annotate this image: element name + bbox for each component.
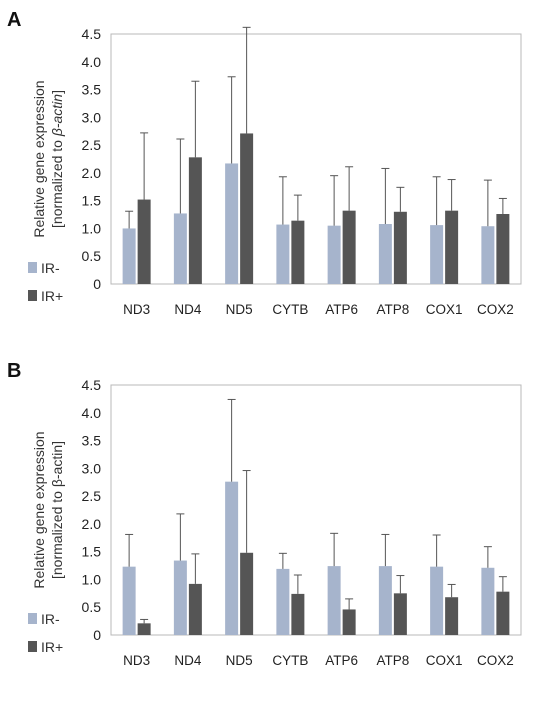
chart-b-legend-swatch-ir-minus	[28, 613, 37, 624]
chart-b-y-tick-label: 4.5	[82, 377, 102, 393]
chart-b-bar-ir-minus-nd3	[122, 566, 136, 635]
chart-a-bar-ir-minus-cytb	[276, 224, 290, 284]
chart-b-bar-ir-plus-cox2	[496, 591, 510, 635]
chart-b-category-label-atp6: ATP6	[325, 653, 358, 668]
chart-b-bar-ir-plus-cox1	[445, 597, 459, 635]
chart-a-bar-ir-minus-cox1	[430, 225, 444, 284]
chart-a-bar-ir-minus-atp6	[327, 225, 341, 284]
chart-b-y-tick-label: 3.0	[82, 460, 102, 476]
chart-b-y-tick-label: 2.0	[82, 516, 102, 532]
chart-b-y-tick-label: 0	[93, 627, 101, 643]
chart-b-category-label-cox1: COX1	[426, 653, 463, 668]
chart-a-category-label-nd5: ND5	[226, 302, 253, 317]
chart-b-bar-ir-plus-atp6	[342, 609, 356, 635]
chart-a-legend-swatch-ir-plus	[28, 290, 37, 301]
chart-a-y-tick-label: 0	[93, 276, 101, 292]
chart-b-plot-frame	[110, 384, 522, 636]
chart-b-y-tick-label: 3.5	[82, 433, 102, 449]
chart-b-category-label-nd4: ND4	[174, 653, 201, 668]
chart-a-bar-ir-plus-cox2	[496, 214, 510, 284]
chart-b-bar-ir-minus-cox1	[430, 566, 444, 635]
chart-a-y-tick-label: 1.0	[82, 220, 102, 236]
chart-b-legend-label-ir-plus: IR+	[41, 639, 63, 655]
chart-b-y-axis-label-line1: Relative gene expression	[31, 431, 47, 588]
chart-b-bar-ir-plus-nd5	[240, 552, 254, 635]
chart-a-svg: A 0 0.5 1.0 1.5 2.0 2.5 3.0 3.5 4.0 4.5 Relative ge…	[7, 9, 522, 317]
chart-a-y-axis-label-line2: [normalized to β-actin]	[49, 90, 65, 228]
chart-a-y-tick-label: 4.5	[82, 26, 102, 42]
chart-a-category-label-atp8: ATP8	[376, 302, 409, 317]
chart-a-y-tick-label: 0.5	[82, 248, 102, 264]
chart-a-legend-label-ir-minus: IR-	[41, 260, 60, 276]
chart-b-bar-ir-minus-atp6	[327, 566, 341, 635]
chart-b-legend-label-ir-minus: IR-	[41, 611, 60, 627]
chart-a-y-tick-label: 4.0	[82, 54, 102, 70]
chart-b-bar-ir-minus-atp8	[378, 566, 392, 635]
chart-b-bar-ir-minus-nd4	[173, 560, 187, 635]
chart-panel-b: B 0 0.5 1.0 1.5 2.0 2.5 3.0 3.5 4.0 4.5 Relative ge…	[0, 351, 550, 702]
chart-a-y-tick-label: 3.5	[82, 82, 102, 98]
chart-b-y-axis-label-line2: [normalized to β-actin]	[49, 441, 65, 579]
chart-a-bar-ir-minus-nd5	[225, 163, 239, 284]
chart-b-panel-label: B	[7, 360, 21, 382]
chart-a-y-axis-label-line1: Relative gene expression	[31, 80, 47, 237]
chart-a-bar-ir-minus-atp8	[378, 224, 392, 284]
chart-b-category-label-atp8: ATP8	[376, 653, 409, 668]
chart-a-bar-ir-plus-atp8	[393, 211, 407, 284]
chart-b-y-tick-label: 2.5	[82, 488, 102, 504]
chart-a-category-label-nd4: ND4	[174, 302, 201, 317]
chart-b-y-tick-label: 1.0	[82, 571, 102, 587]
chart-a-bar-ir-plus-nd3	[137, 199, 151, 284]
chart-b-bar-ir-plus-atp8	[393, 593, 407, 635]
chart-b-bar-ir-minus-cox2	[481, 567, 495, 635]
chart-a-bar-ir-plus-cox1	[445, 210, 459, 284]
chart-a-y-tick-label: 2.5	[82, 137, 102, 153]
chart-a-bar-ir-plus-atp6	[342, 210, 356, 284]
chart-a-y-tick-label: 2.0	[82, 165, 102, 181]
chart-a-y-tick-label: 3.0	[82, 109, 102, 125]
chart-a-legend-swatch-ir-minus	[28, 262, 37, 273]
chart-a-category-label-nd3: ND3	[123, 302, 150, 317]
chart-a-category-label-cytb: CYTB	[272, 302, 308, 317]
chart-a-panel-label: A	[7, 9, 21, 31]
chart-b-category-label-cox2: COX2	[477, 653, 514, 668]
chart-a-bar-ir-minus-nd4	[173, 213, 187, 284]
chart-b-bar-ir-plus-nd3	[137, 623, 151, 635]
chart-b-category-label-nd5: ND5	[226, 653, 253, 668]
chart-b-y-tick-label: 0.5	[82, 599, 102, 615]
chart-b-category-label-nd3: ND3	[123, 653, 150, 668]
chart-a-bar-ir-plus-nd4	[188, 157, 202, 284]
chart-b-bar-ir-minus-nd5	[225, 481, 239, 635]
chart-a-bar-ir-minus-cox2	[481, 226, 495, 284]
chart-b-y-tick-label: 1.5	[82, 544, 102, 560]
chart-a-plot-frame	[110, 33, 522, 285]
chart-b-bar-ir-plus-cytb	[291, 593, 305, 635]
chart-b-category-label-cytb: CYTB	[272, 653, 308, 668]
chart-b-bar-ir-plus-nd4	[188, 583, 202, 635]
chart-a-category-label-atp6: ATP6	[325, 302, 358, 317]
chart-b-legend-swatch-ir-plus	[28, 641, 37, 652]
chart-a-legend-label-ir-plus: IR+	[41, 288, 63, 304]
chart-a-bar-ir-minus-nd3	[122, 228, 136, 284]
chart-a-bar-ir-plus-cytb	[291, 220, 305, 284]
chart-b-bar-ir-minus-cytb	[276, 568, 290, 635]
chart-panel-a: A 0 0.5 1.0 1.5 2.0 2.5 3.0 3.5 4.0 4.5 Relative ge…	[7, 9, 522, 317]
chart-a-category-label-cox2: COX2	[477, 302, 514, 317]
chart-b-svg: B 0 0.5 1.0 1.5 2.0 2.5 3.0 3.5 4.0 4.5 Relative ge…	[7, 360, 522, 668]
chart-a-bar-ir-plus-nd5	[240, 133, 254, 284]
chart-b-y-tick-label: 4.0	[82, 405, 102, 421]
chart-a-category-label-cox1: COX1	[426, 302, 463, 317]
chart-a-y-tick-label: 1.5	[82, 193, 102, 209]
